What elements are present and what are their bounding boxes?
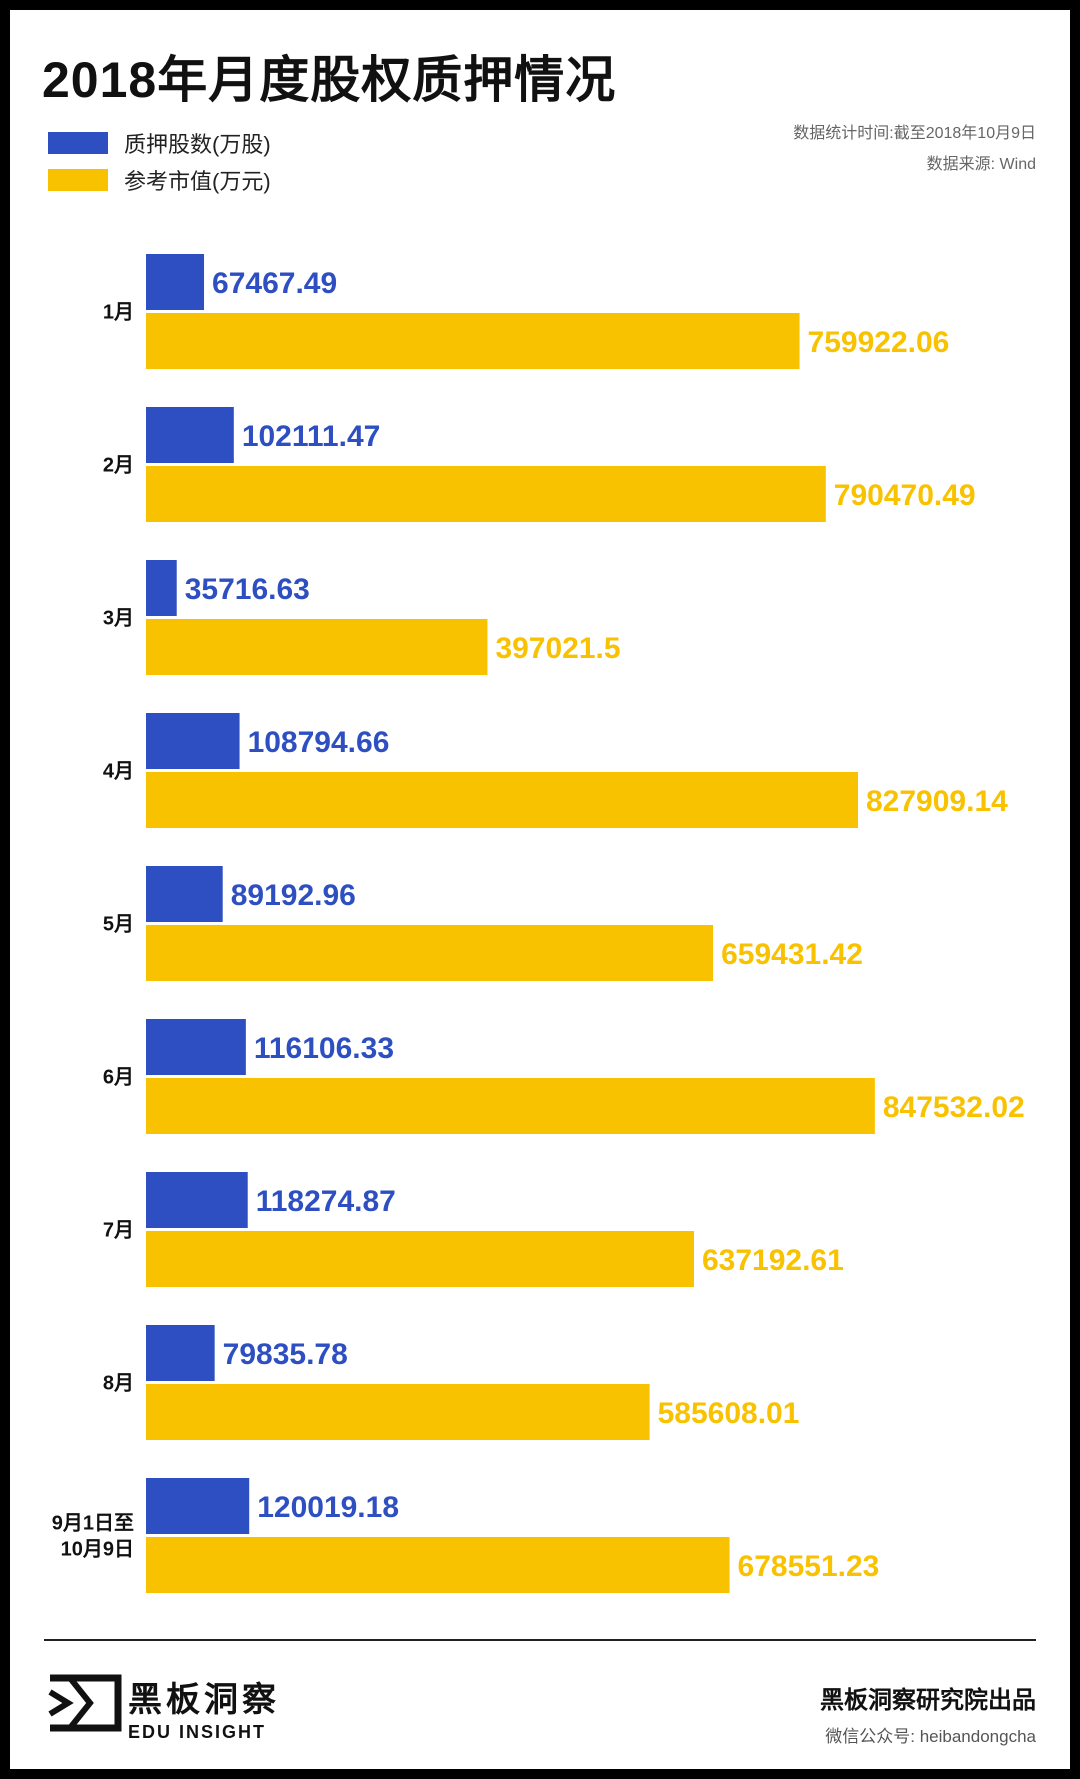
brand-name-cn: 黑板洞察 — [128, 1681, 280, 1719]
data-label-shares: 79835.78 — [223, 1338, 348, 1371]
category-label: 1月 — [103, 302, 134, 324]
source-note: 数据来源: Wind — [926, 156, 1036, 173]
category-label: 4月 — [103, 761, 134, 783]
legend-item-value: 参考市值(万元) — [48, 165, 271, 195]
bar-value — [146, 1231, 694, 1287]
data-label-value: 678551.23 — [738, 1550, 880, 1583]
data-label-shares: 116106.33 — [254, 1032, 394, 1065]
stat-time-note: 数据统计时间:截至2018年10月9日 — [793, 125, 1036, 142]
bar-value — [146, 772, 859, 828]
data-label-value: 637192.61 — [702, 1244, 844, 1277]
legend-label-shares: 质押股数(万股) — [124, 132, 271, 157]
category-label: 6月 — [103, 1067, 134, 1089]
data-label-shares: 102111.47 — [242, 420, 381, 453]
bar-value — [146, 619, 488, 675]
data-label-value: 659431.42 — [721, 938, 863, 971]
data-label-value: 397021.5 — [495, 632, 620, 665]
bar-shares — [146, 1019, 246, 1075]
bar-value — [146, 925, 714, 981]
data-label-shares: 108794.66 — [248, 726, 390, 759]
wechat-account: 微信公众号: heibandongcha — [825, 1727, 1036, 1746]
edu-insight-logo-icon — [48, 1674, 122, 1732]
category-label: 8月 — [103, 1373, 134, 1395]
data-label-shares: 35716.63 — [185, 573, 310, 606]
bar-shares — [146, 1478, 250, 1534]
data-label-value: 847532.02 — [883, 1091, 1025, 1124]
bar-shares — [146, 560, 177, 616]
bar-value — [146, 466, 826, 522]
bar-value — [146, 1384, 650, 1440]
legend-item-shares: 质押股数(万股) — [48, 128, 271, 158]
data-label-shares: 67467.49 — [212, 267, 337, 300]
data-label-shares: 118274.87 — [256, 1185, 396, 1218]
data-label-shares: 89192.96 — [231, 879, 356, 912]
category-label: 7月 — [103, 1220, 134, 1242]
bar-shares — [146, 407, 234, 463]
bar-shares — [146, 713, 240, 769]
data-label-shares: 120019.18 — [257, 1491, 399, 1524]
bar-shares — [146, 1172, 248, 1228]
bar-value — [146, 1537, 730, 1593]
brand-name-en: EDU INSIGHT — [128, 1722, 267, 1742]
category-label: 5月 — [103, 914, 134, 936]
publisher-credit: 黑板洞察研究院出品 — [820, 1687, 1036, 1714]
bar-shares — [146, 866, 223, 922]
legend-swatch-value — [48, 169, 108, 191]
data-label-value: 759922.06 — [808, 326, 950, 359]
bar-value — [146, 1078, 875, 1134]
data-label-value: 827909.14 — [866, 785, 1008, 818]
data-label-value: 585608.01 — [658, 1397, 800, 1430]
page-title: 2018年月度股权质押情况 — [42, 52, 617, 108]
category-label: 3月 — [103, 608, 134, 630]
legend-swatch-shares — [48, 132, 108, 154]
category-label: 9月1日至 10月9日 — [52, 1513, 134, 1561]
bar-shares — [146, 1325, 215, 1381]
bar-value — [146, 313, 800, 369]
legend-label-value: 参考市值(万元) — [124, 169, 271, 194]
footer-divider — [44, 1639, 1036, 1641]
data-label-value: 790470.49 — [834, 479, 976, 512]
bar-chart: 1月 67467.49 759922.06 2月 102111.47 790470.49 3… — [52, 254, 1025, 1593]
infographic-card: 2018年月度股权质押情况 质押股数(万股) 参考市值(万元) 数据统计时间:截… — [10, 10, 1070, 1769]
bar-shares — [146, 254, 205, 310]
category-label: 2月 — [103, 455, 134, 477]
